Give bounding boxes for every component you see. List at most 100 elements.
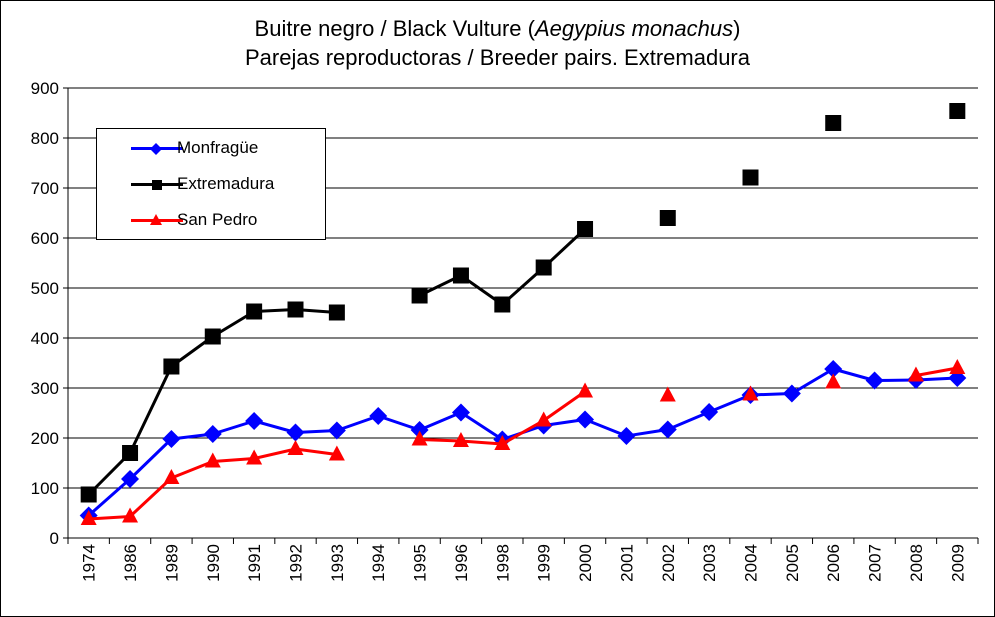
data-point: [328, 304, 345, 321]
data-point: [617, 427, 636, 445]
data-point: [865, 371, 884, 390]
data-point: [245, 412, 264, 430]
legend: Monfragüe Extremadura San Pedro: [96, 128, 326, 240]
data-point: [700, 403, 719, 421]
data-point: [494, 435, 511, 450]
data-point: [162, 430, 181, 448]
x-tick-label: 1995: [411, 544, 430, 582]
data-point: [452, 432, 469, 447]
series-line: [87, 367, 958, 517]
square-marker-icon: [152, 180, 162, 190]
title-line-1-suffix: ): [733, 16, 741, 41]
data-point: [659, 386, 676, 402]
x-axis-ticks: 1974 1986 1989 1990 1991 1992 1993 1994 1995 1996…: [67, 538, 979, 582]
x-tick-label: 2000: [576, 544, 595, 582]
diamond-marker-icon: [150, 143, 162, 155]
data-point: [411, 287, 428, 304]
data-point: [824, 360, 843, 378]
x-tick-label: 2003: [700, 544, 719, 582]
x-tick-label: 2008: [907, 544, 926, 582]
title-line-1-prefix: Buitre negro / Black Vulture (: [254, 16, 535, 41]
x-tick-label: 2004: [742, 544, 761, 582]
data-point: [246, 449, 263, 465]
data-point: [369, 407, 388, 425]
x-tick-label: 1990: [204, 544, 223, 582]
data-point: [949, 359, 966, 374]
title-species-name: Aegypius monachus: [534, 16, 734, 41]
legend-label: Extremadura: [177, 174, 275, 193]
data-point: [80, 486, 97, 503]
y-tick-label: 700: [31, 179, 59, 198]
data-point: [576, 410, 595, 429]
data-point: [535, 259, 552, 276]
series-extremadura: [80, 103, 966, 503]
y-tick-label: 900: [31, 79, 59, 98]
data-point: [907, 366, 924, 382]
data-point: [494, 296, 511, 313]
x-tick-label: 2002: [659, 544, 678, 582]
data-point: [577, 382, 594, 398]
data-point: [122, 445, 139, 461]
x-tick-label: 2005: [783, 544, 802, 582]
x-tick-label: 1991: [245, 544, 264, 582]
data-point: [204, 452, 221, 468]
data-point: [452, 267, 469, 284]
chart-title: Buitre negro / Black Vulture (Aegypius m…: [0, 14, 995, 72]
data-point: [410, 421, 429, 439]
data-point: [742, 169, 759, 186]
series-line: [418, 227, 587, 306]
data-point: [949, 103, 966, 119]
x-tick-label: 1986: [121, 544, 140, 582]
x-tick-label: 2001: [617, 544, 636, 582]
data-point: [203, 425, 222, 443]
data-point: [163, 358, 180, 375]
data-point: [411, 430, 428, 446]
x-tick-label: 1998: [493, 544, 512, 582]
data-point: [287, 301, 304, 318]
data-point: [246, 303, 263, 320]
x-tick-label: 1992: [287, 544, 306, 582]
data-point: [535, 411, 552, 427]
data-point: [782, 384, 801, 403]
series-line: [915, 366, 958, 377]
data-point: [328, 445, 345, 461]
x-tick-label: 1994: [369, 544, 388, 582]
data-point: [327, 421, 346, 440]
y-tick-label: 200: [31, 429, 59, 448]
triangle-marker-icon: [150, 214, 162, 225]
data-point: [451, 403, 470, 422]
y-tick-label: 300: [31, 379, 59, 398]
legend-item-monfrague: Monfragüe: [97, 136, 325, 160]
y-tick-label: 100: [31, 479, 59, 498]
data-point: [80, 510, 97, 525]
data-point: [658, 420, 677, 439]
data-point: [825, 115, 842, 131]
y-tick-label: 800: [31, 129, 59, 148]
data-point: [286, 423, 305, 442]
legend-item-san-pedro: San Pedro: [97, 208, 325, 232]
title-line-2: Parejas reproductoras / Breeder pairs. E…: [244, 45, 750, 70]
legend-label: Monfragüe: [177, 138, 259, 157]
data-point: [121, 470, 140, 488]
x-tick-label: 1974: [80, 544, 99, 582]
x-tick-label: 2007: [866, 544, 885, 582]
x-tick-label: 1989: [162, 544, 181, 582]
y-tick-label: 600: [31, 229, 59, 248]
legend-item-extremadura: Extremadura: [97, 172, 325, 196]
data-point: [577, 221, 594, 237]
x-tick-label: 1999: [535, 544, 554, 582]
y-tick-label: 0: [50, 529, 59, 548]
legend-label: San Pedro: [177, 210, 258, 229]
data-point: [825, 373, 842, 389]
x-tick-label: 1993: [328, 544, 347, 582]
data-point: [659, 210, 676, 226]
series-layer: [79, 103, 967, 525]
x-tick-label: 2006: [824, 544, 843, 582]
data-point: [742, 385, 759, 401]
data-point: [287, 440, 304, 455]
y-tick-label: 400: [31, 329, 59, 348]
x-tick-label: 2009: [948, 544, 967, 582]
y-axis-ticks: 0 100 200 300 400 500 600 700 800 900: [31, 79, 68, 548]
data-point: [122, 507, 139, 523]
